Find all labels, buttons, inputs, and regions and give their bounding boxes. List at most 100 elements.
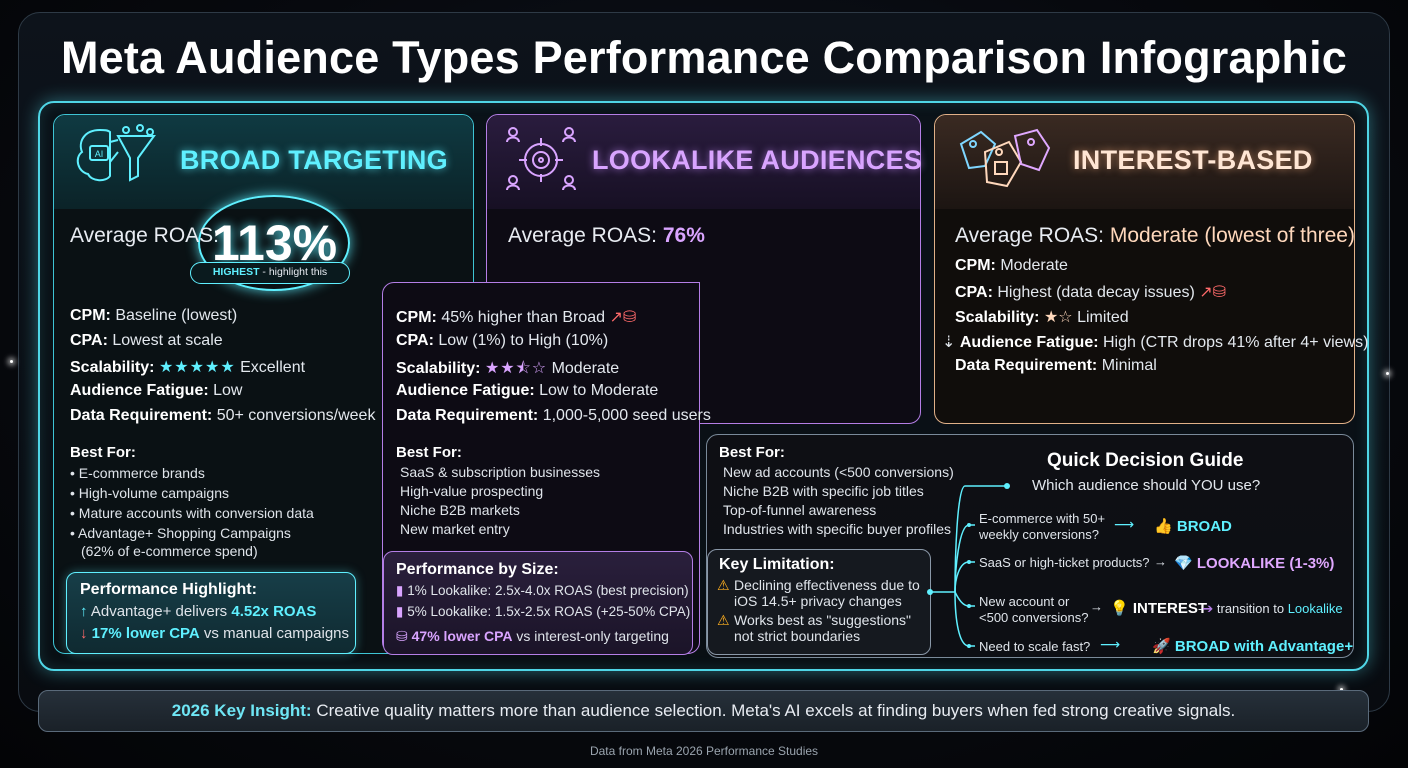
list-item: SaaS & subscription businesses xyxy=(400,464,600,480)
limitation-2b: not strict boundaries xyxy=(734,628,861,644)
highlight-line-2: ↓ 17% lower CPA vs manual campaigns xyxy=(80,625,349,642)
highlight-text: vs manual campaigns xyxy=(199,625,350,642)
target-people-icon xyxy=(505,124,577,199)
highlight-text: Advantage+ delivers xyxy=(90,603,232,620)
perf-title: Performance by Size: xyxy=(396,561,559,578)
lookalike-best-for-title: Best For: xyxy=(396,444,462,461)
perf-line-2: ▮ 5% Lookalike: 1.5x-2.5x ROAS (+25-50% … xyxy=(396,604,690,620)
arrow-icon: ⟶ xyxy=(1114,516,1135,532)
highest-rest: - highlight this xyxy=(259,266,328,278)
label: Audience Fatigue: xyxy=(959,334,1099,351)
broad-data-req: Data Requirement: 50+ conversions/week xyxy=(70,407,375,425)
interest-scalability: Scalability: ★☆ Limited xyxy=(955,307,1129,327)
result-text: BROAD with Advantage+ xyxy=(1174,638,1354,655)
limitation-1a: Declining effectiveness due to xyxy=(734,577,920,593)
page-title: Meta Audience Types Performance Comparis… xyxy=(60,32,1348,83)
roas-value: Moderate (lowest of three) xyxy=(1109,224,1355,247)
highlight-line-1: ↑ Advantage+ delivers 4.52x ROAS xyxy=(80,603,316,620)
arrow-icon: ⟶ xyxy=(1100,636,1121,652)
value: 50+ conversions/week xyxy=(212,407,376,424)
list-item: Niche B2B markets xyxy=(400,502,520,518)
label: Scalability: xyxy=(70,359,155,376)
label: CPM: xyxy=(70,307,111,324)
perf-line-1: ▮ 1% Lookalike: 2.5x-4.0x ROAS (best pre… xyxy=(396,583,689,599)
value: High (CTR drops 41% after 4+ views) xyxy=(1098,334,1369,351)
insight-text: Creative quality matters more than audie… xyxy=(311,701,1236,720)
result-broad: 👍 BROAD xyxy=(1154,517,1232,535)
result-interest: 💡 INTEREST xyxy=(1110,599,1207,617)
footer-source: Data from Meta 2026 Performance Studies xyxy=(589,744,819,758)
perf-value: 47% lower CPA xyxy=(411,628,513,644)
sparkle xyxy=(1386,372,1389,375)
result-text: BROAD xyxy=(1176,518,1232,535)
trend-up-coins-icon: ↗⛁ xyxy=(609,309,637,326)
limitation-title: Key Limitation: xyxy=(719,556,835,573)
interest-cpm: CPM: Moderate xyxy=(955,257,1068,275)
sparkle xyxy=(10,360,13,363)
list-item-text: Mature accounts with conversion data xyxy=(78,505,314,521)
list-item-text: E-commerce brands xyxy=(78,465,205,481)
list-item: New market entry xyxy=(400,521,510,537)
result-text: LOOKALIKE (1-3%) xyxy=(1196,555,1335,572)
value: Lowest at scale xyxy=(107,332,223,349)
highlight-value: 4.52x ROAS xyxy=(231,603,317,620)
q-line: E-commerce with 50+ xyxy=(979,511,1106,526)
broad-scalability: Scalability: ★★★★★ Excellent xyxy=(70,357,305,377)
list-item: Top-of-funnel awareness xyxy=(723,502,877,518)
interest-best-for-title: Best For: xyxy=(719,444,785,461)
value: Low to Moderate xyxy=(534,382,659,399)
lookalike-data-req: Data Requirement: 1,000-5,000 seed users xyxy=(396,407,711,425)
guide-title: Quick Decision Guide xyxy=(1047,450,1244,471)
interest-cpa: CPA: Highest (data decay issues) ↗⛁ xyxy=(955,282,1226,302)
arrow-icon: → xyxy=(1090,599,1103,614)
label: CPA: xyxy=(396,332,434,349)
perf-text: vs interest-only targeting xyxy=(512,628,669,644)
highest-strong: HIGHEST xyxy=(212,266,260,278)
roas-label: Average ROAS: xyxy=(508,224,663,247)
thumbs-up-icon: 👍 xyxy=(1154,518,1173,535)
warning-icon: ⚠ xyxy=(717,612,730,628)
bar-chart-icon: ▮ xyxy=(396,604,404,619)
roas-ring xyxy=(198,195,350,291)
interest-panel xyxy=(934,114,1355,424)
value: Limited xyxy=(1077,309,1129,326)
list-item: • High-volume campaigns xyxy=(70,485,229,501)
value: Baseline (lowest) xyxy=(110,307,238,324)
list-item-text: Advantage+ Shopping Campaigns xyxy=(78,525,291,541)
list-item: (62% of e-commerce spend) xyxy=(81,543,258,559)
transition-note: -➔ transition to Lookalike xyxy=(1198,601,1343,616)
warning-icon: ⚠ xyxy=(717,577,730,593)
list-item: High-value prospecting xyxy=(400,483,544,499)
sparkle xyxy=(1340,688,1343,691)
lookalike-scalability: Scalability: ★★⯪☆ Moderate xyxy=(396,357,619,384)
highest-badge: HIGHEST - highlight this xyxy=(190,262,350,284)
broad-heading: BROAD TARGETING xyxy=(180,145,448,175)
trend-up-coins-icon: ↗⛁ xyxy=(1199,284,1227,301)
lookalike-cpm: CPM: 45% higher than Broad ↗⛁ xyxy=(396,307,636,327)
insight-label: 2026 Key Insight: xyxy=(171,701,312,720)
lightbulb-icon: 💡 xyxy=(1110,600,1129,617)
list-item: • Mature accounts with conversion data xyxy=(70,505,314,521)
highlight-title: Performance Highlight: xyxy=(80,581,257,598)
transition-value: Lookalike xyxy=(1287,601,1343,616)
broad-roas-value: 113% xyxy=(212,215,338,271)
lookalike-roas: Average ROAS: 76% xyxy=(508,224,705,248)
tags-icon xyxy=(955,122,1055,199)
value: Excellent xyxy=(240,359,306,376)
limitation-1b: iOS 14.5+ privacy changes xyxy=(734,593,902,609)
value: 45% higher than Broad xyxy=(436,309,606,326)
broad-fatigue: Audience Fatigue: Low xyxy=(70,382,242,400)
decision-tree-lines xyxy=(927,483,1010,648)
up-arrow-icon: ↑ xyxy=(80,603,88,620)
arrow-circle-icon: ➔ xyxy=(1202,601,1214,616)
performance-by-size-box xyxy=(383,551,693,655)
interest-data-req: Data Requirement: Minimal xyxy=(955,357,1157,375)
list-item: Industries with specific buyer profiles xyxy=(723,521,951,537)
label: CPM: xyxy=(396,309,437,326)
label: CPA: xyxy=(955,284,993,301)
highlight-value: 17% lower CPA xyxy=(91,625,200,642)
interest-fatigue: ⇣ Audience Fatigue: High (CTR drops 41% … xyxy=(942,332,1368,352)
lookalike-header xyxy=(487,115,920,209)
label: CPA: xyxy=(70,332,108,349)
q-line: New account or xyxy=(979,594,1070,609)
